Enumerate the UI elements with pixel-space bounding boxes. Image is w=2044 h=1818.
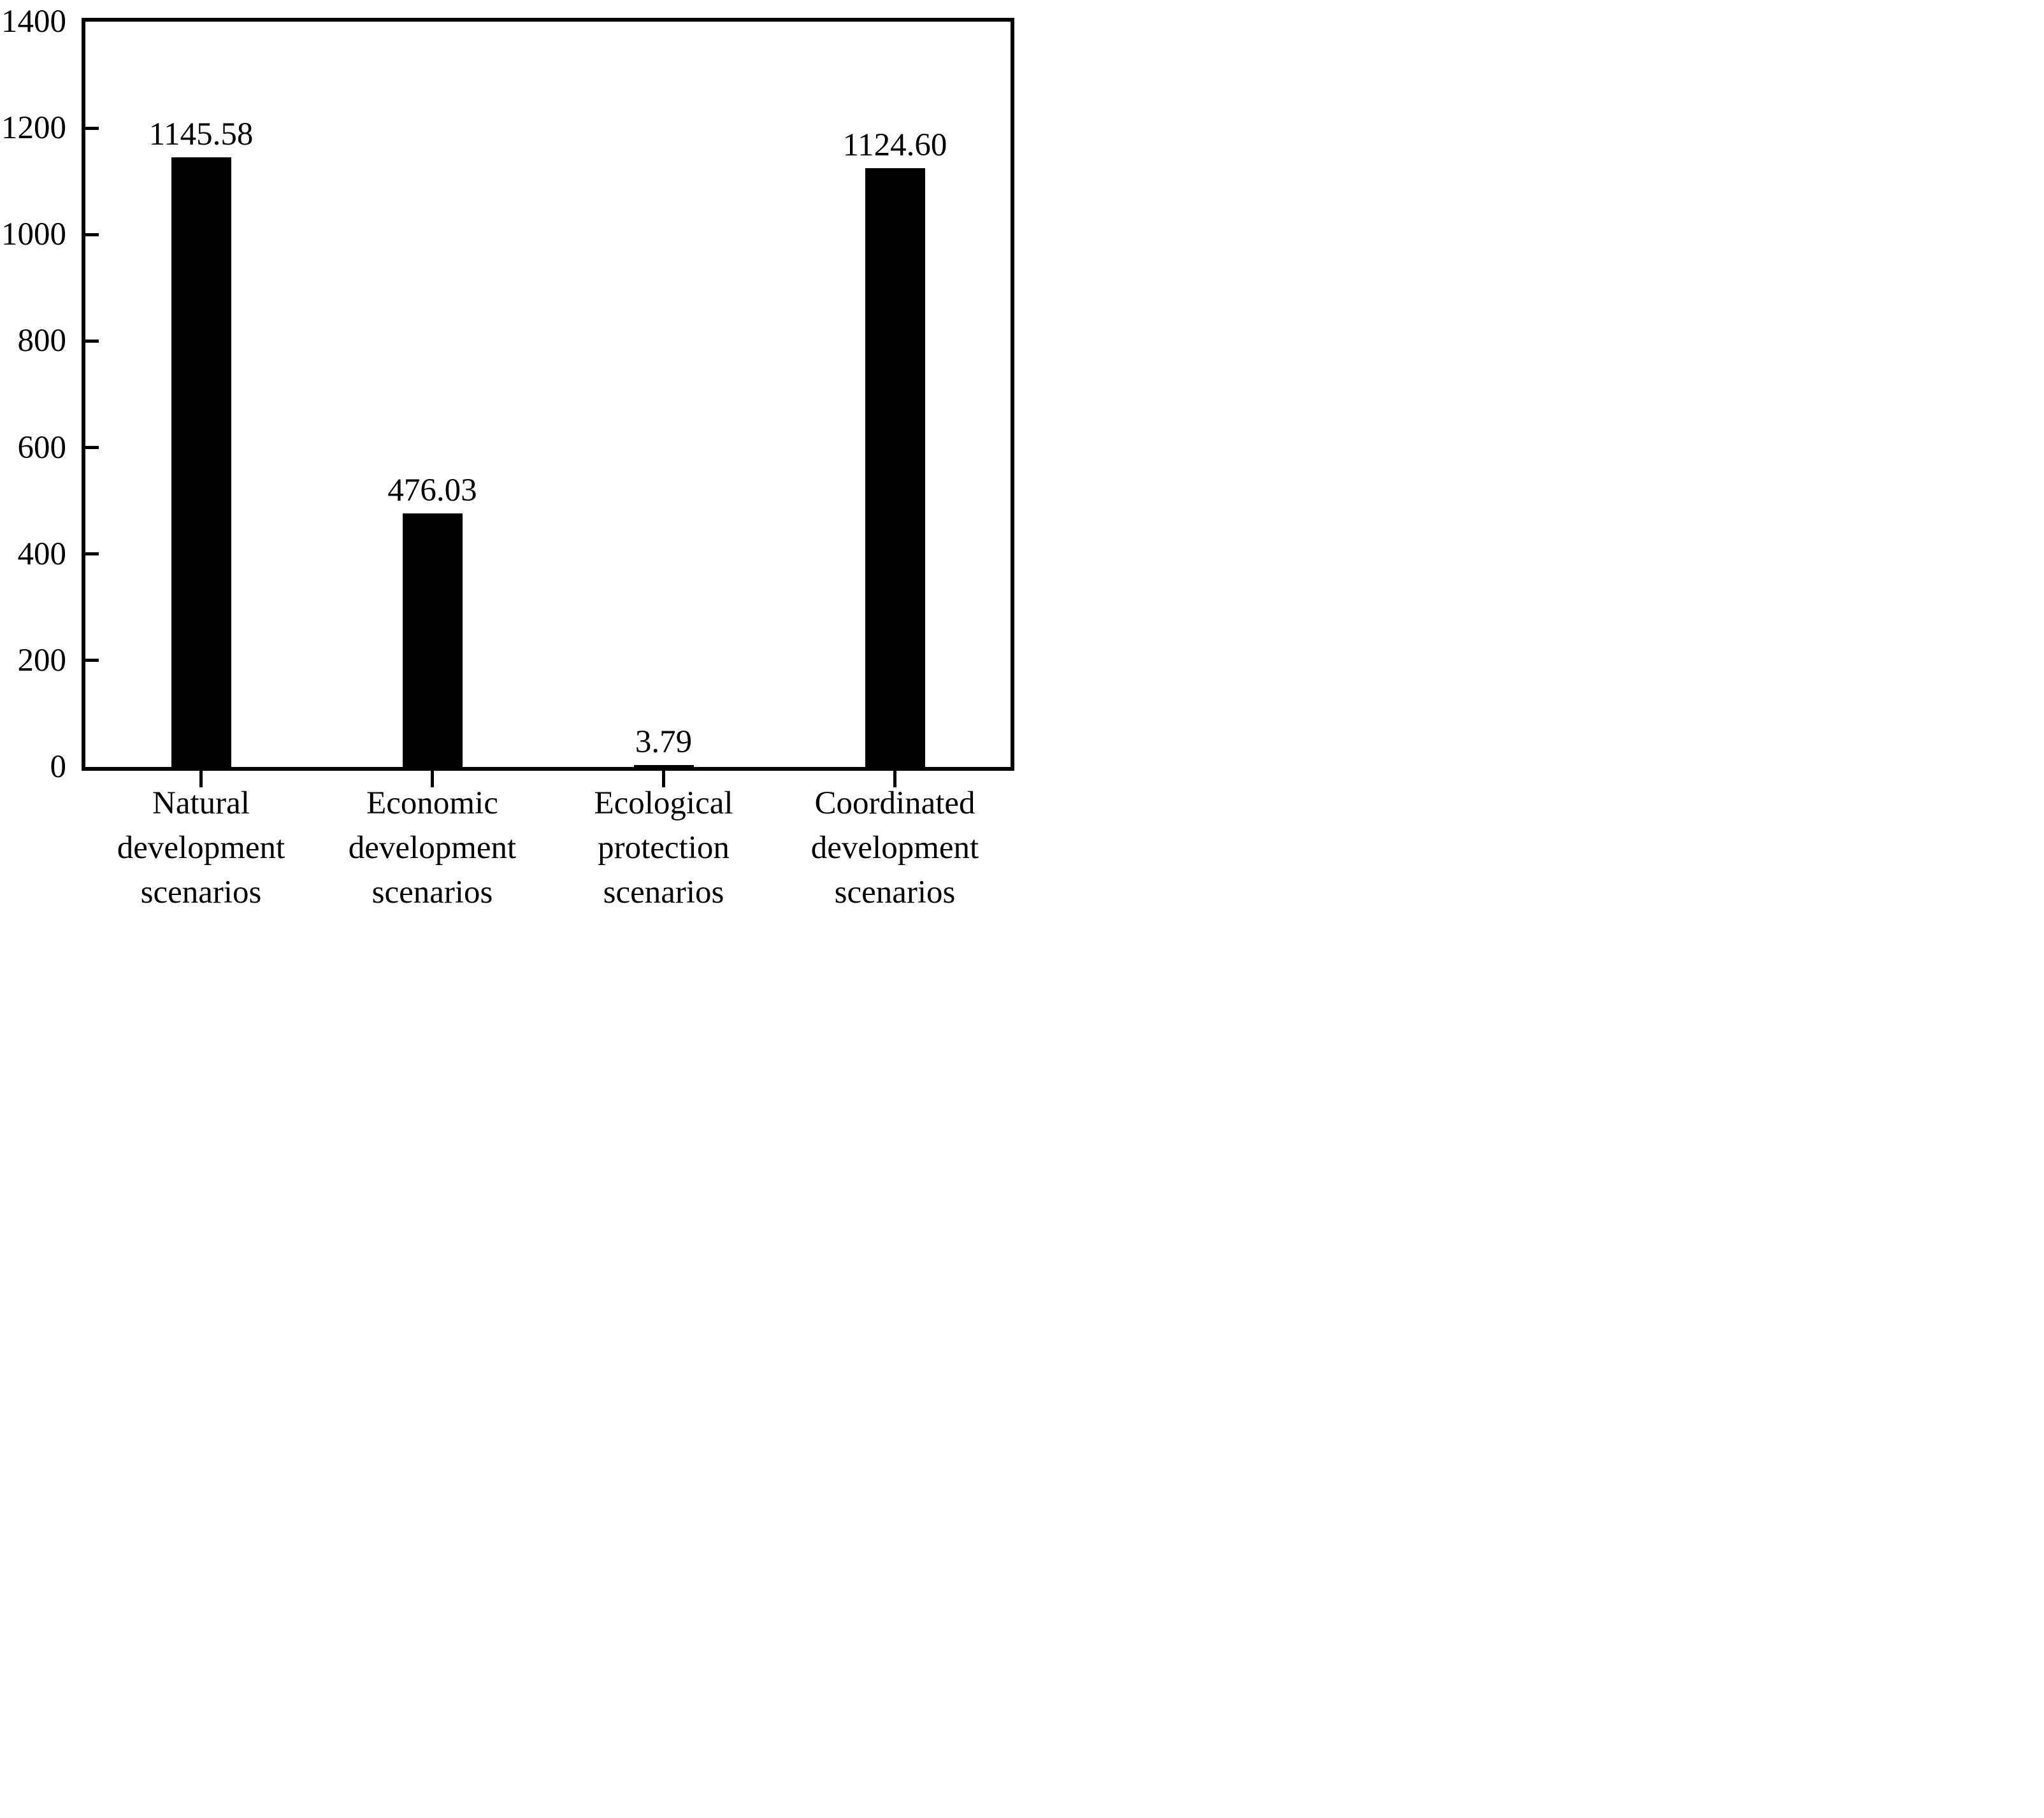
category-label-line: scenarios bbox=[371, 875, 493, 909]
bar-value-label: 1145.58 bbox=[148, 116, 254, 152]
y-tick-mark bbox=[85, 552, 99, 556]
x-tick-mark bbox=[199, 771, 203, 787]
category-label-line: Natural bbox=[152, 785, 250, 821]
x-axis-category-label: Ecological protection scenarios bbox=[543, 781, 785, 909]
y-axis-tick-label: 1200 bbox=[1, 110, 66, 147]
bar-value-label: 3.79 bbox=[635, 724, 693, 760]
bar-economic-development bbox=[402, 513, 463, 767]
bar-value-label: 1124.60 bbox=[842, 127, 947, 164]
category-label-line: development bbox=[117, 830, 285, 866]
y-axis-tick-label: 0 bbox=[50, 749, 67, 785]
y-axis-tick-label: 400 bbox=[17, 536, 67, 572]
y-tick-mark bbox=[85, 659, 99, 662]
category-label-line: scenarios bbox=[140, 875, 262, 909]
category-label-line: Ecological bbox=[594, 785, 733, 821]
category-label-line: development bbox=[348, 830, 517, 866]
bar-coordinated-development bbox=[865, 168, 925, 767]
bar-natural-development bbox=[171, 157, 231, 767]
x-axis-category-label: Coordinated development scenarios bbox=[774, 781, 1016, 909]
category-label-line: protection bbox=[598, 830, 730, 866]
bar-value-label: 476.03 bbox=[387, 473, 477, 509]
y-axis-tick-label: 200 bbox=[17, 642, 67, 678]
category-label-line: scenarios bbox=[603, 875, 724, 909]
y-tick-mark bbox=[85, 126, 99, 130]
x-tick-mark bbox=[431, 771, 434, 787]
bar-chart-figure: 1145.58 476.03 3.79 1124.60 1400 1200 10… bbox=[0, 0, 1022, 909]
category-label-line: Coordinated bbox=[814, 785, 975, 821]
category-label-line: Economic bbox=[366, 785, 498, 821]
x-axis-category-label: Natural development scenarios bbox=[80, 781, 322, 909]
y-tick-mark bbox=[85, 339, 99, 343]
x-tick-mark bbox=[893, 771, 896, 787]
y-tick-mark bbox=[85, 233, 99, 236]
y-axis-tick-label: 800 bbox=[17, 323, 67, 359]
y-axis-tick-label: 600 bbox=[17, 429, 67, 466]
plot-area: 1145.58 476.03 3.79 1124.60 bbox=[82, 18, 1014, 771]
y-axis-tick-label: 1400 bbox=[1, 4, 66, 39]
y-tick-mark bbox=[85, 446, 99, 450]
category-label-line: development bbox=[810, 830, 979, 866]
category-label-line: scenarios bbox=[834, 875, 956, 909]
x-axis-category-label: Economic development scenarios bbox=[312, 781, 554, 909]
x-tick-mark bbox=[662, 771, 665, 787]
y-axis-tick-label: 1000 bbox=[1, 217, 66, 253]
bar-ecological-protection bbox=[633, 764, 694, 767]
